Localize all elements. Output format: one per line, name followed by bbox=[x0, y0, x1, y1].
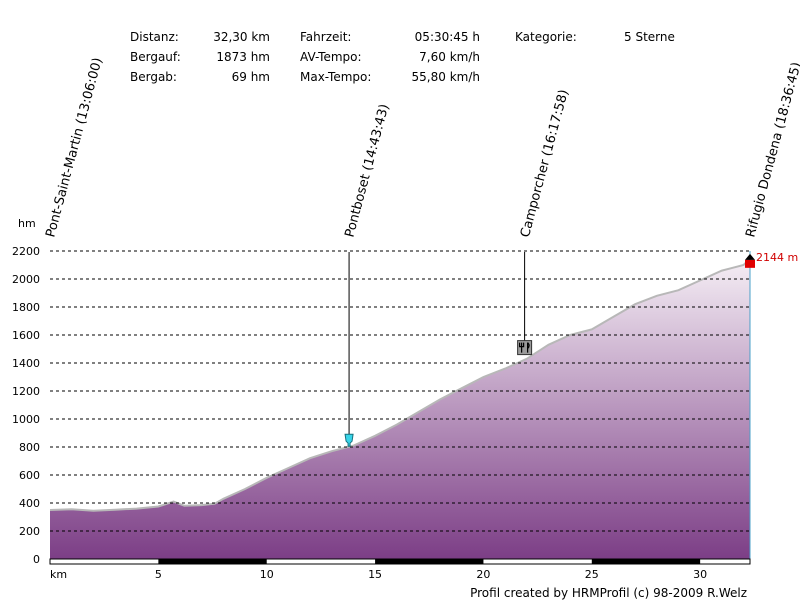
y-tick-label: 1200 bbox=[12, 385, 40, 398]
waypoint-start-label: Pont-Saint-Martin (13:06:00) bbox=[43, 56, 105, 239]
y-tick-label: 1600 bbox=[12, 329, 40, 342]
x-axis-band-segment bbox=[591, 559, 701, 564]
summit-elevation-label: 2144 m bbox=[756, 251, 798, 264]
duration-value: 05:30:45 h bbox=[414, 30, 480, 44]
x-tick-label: 5 bbox=[155, 568, 162, 581]
drink-icon bbox=[344, 433, 354, 447]
x-tick-label: 20 bbox=[476, 568, 490, 581]
y-tick-label: 600 bbox=[19, 469, 40, 482]
waypoint-pontboset-label: Pontboset (14:43:43) bbox=[342, 102, 392, 239]
x-tick-label: 30 bbox=[693, 568, 707, 581]
y-tick-label: 0 bbox=[33, 553, 40, 566]
y-tick-label: 200 bbox=[19, 525, 40, 538]
y-axis-label: hm bbox=[18, 217, 36, 230]
descent-label: Bergab: bbox=[130, 70, 177, 84]
distance-value: 32,30 km bbox=[213, 30, 270, 44]
y-tick-label: 400 bbox=[19, 497, 40, 510]
category-value: 5 Sterne bbox=[624, 30, 675, 44]
x-tick-label: 25 bbox=[585, 568, 599, 581]
y-tick-label: 1000 bbox=[12, 413, 40, 426]
y-tick-label: 800 bbox=[19, 441, 40, 454]
waypoint-camporcher-label: Camporcher (16:17:58) bbox=[518, 88, 572, 239]
x-axis-band-segment bbox=[375, 559, 484, 564]
x-tick-label: 10 bbox=[260, 568, 274, 581]
y-tick-label: 1400 bbox=[12, 357, 40, 370]
y-tick-label: 2200 bbox=[12, 245, 40, 258]
elevation-area bbox=[50, 258, 750, 559]
avg-speed-value: 7,60 km/h bbox=[419, 50, 480, 64]
credit-text: Profil created by HRMProfil (c) 98-2009 … bbox=[470, 586, 747, 600]
category-label: Kategorie: bbox=[515, 30, 577, 44]
summit-flag-icon bbox=[745, 259, 755, 268]
y-tick-label: 2000 bbox=[12, 273, 40, 286]
x-axis-band-segment bbox=[158, 559, 267, 564]
max-speed-value: 55,80 km/h bbox=[411, 70, 480, 84]
descent-value: 69 hm bbox=[231, 70, 270, 84]
y-tick-label: 1800 bbox=[12, 301, 40, 314]
x-tick-label: 15 bbox=[368, 568, 382, 581]
ascent-value: 1873 hm bbox=[216, 50, 270, 64]
avg-speed-label: AV-Tempo: bbox=[300, 50, 362, 64]
waypoint-summit-label: Rifugio Dondena (18:36:45) bbox=[743, 61, 800, 239]
x-axis-label: km bbox=[50, 568, 67, 581]
elevation-line bbox=[49, 258, 751, 512]
fork-knife-glyph bbox=[519, 342, 530, 353]
ascent-label: Bergauf: bbox=[130, 50, 181, 64]
distance-label: Distanz: bbox=[130, 30, 179, 44]
duration-label: Fahrzeit: bbox=[300, 30, 352, 44]
summit-marker-triangle bbox=[745, 253, 755, 260]
max-speed-label: Max-Tempo: bbox=[300, 70, 372, 84]
